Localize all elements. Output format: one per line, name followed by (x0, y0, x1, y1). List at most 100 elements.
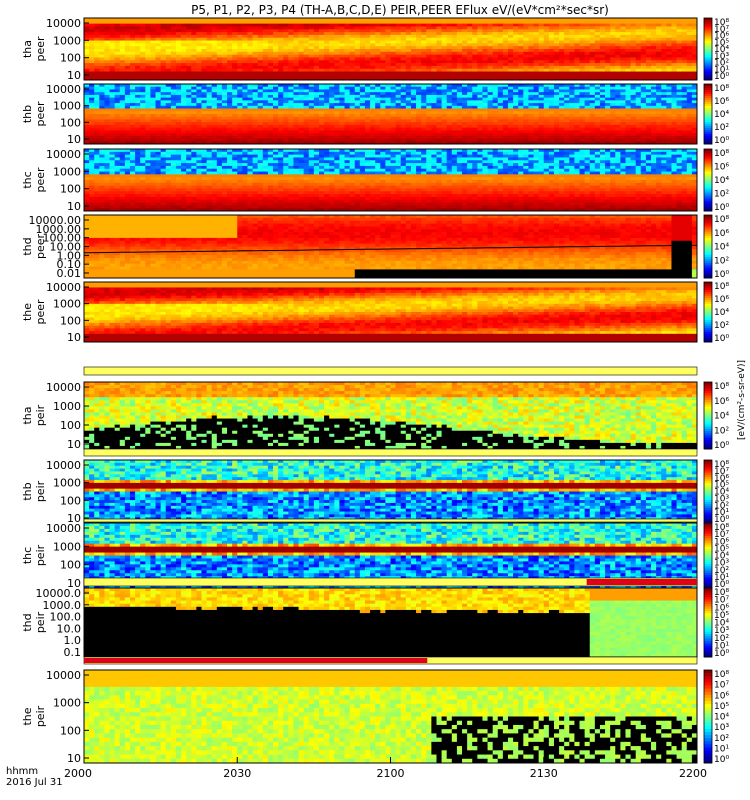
heatmap-cell (488, 128, 494, 131)
heatmap-cell (268, 29, 274, 32)
heatmap-cell (288, 119, 294, 122)
heatmap-cell (610, 29, 616, 32)
heatmap-cell (125, 119, 131, 122)
heatmap-cell (682, 24, 688, 27)
heatmap-cell (661, 38, 667, 41)
heatmap-cell (677, 130, 683, 133)
heatmap-cell (513, 63, 519, 66)
heatmap-cell (186, 29, 192, 32)
heatmap-cell (166, 69, 172, 72)
heatmap-cell (518, 133, 524, 136)
heatmap-cell (610, 32, 616, 35)
heatmap-cell (636, 43, 642, 46)
heatmap-cell (615, 74, 621, 77)
heatmap-cell (258, 72, 264, 75)
heatmap-cell (554, 38, 560, 41)
heatmap-cell (288, 26, 294, 29)
heatmap-cell (161, 66, 167, 69)
heatmap-cell (89, 43, 95, 46)
heatmap-cell (135, 52, 141, 55)
heatmap-cell (355, 106, 361, 109)
heatmap-cell (345, 69, 351, 72)
heatmap-cell (150, 35, 156, 38)
heatmap-cell (263, 35, 269, 38)
heatmap-cell (263, 49, 269, 52)
heatmap-cell (493, 29, 499, 32)
heatmap-cell (416, 87, 422, 90)
heatmap-cell (671, 57, 677, 60)
heatmap-cell (605, 26, 611, 29)
heatmap-cell (585, 106, 591, 109)
heatmap-cell (646, 98, 652, 101)
heatmap-cell (677, 114, 683, 117)
heatmap-cell (554, 128, 560, 131)
heatmap-cell (472, 38, 478, 41)
heatmap-cell (488, 100, 494, 103)
heatmap-cell (544, 122, 550, 125)
heatmap-cell (130, 32, 136, 35)
heatmap-cell (263, 128, 269, 131)
heatmap-cell (258, 35, 264, 38)
heatmap-cell (482, 69, 488, 72)
heatmap-cell (482, 130, 488, 133)
heatmap-cell (600, 74, 606, 77)
heatmap-cell (334, 111, 340, 114)
heatmap-cell (687, 49, 693, 52)
heatmap-cell (651, 60, 657, 63)
heatmap-cell (329, 49, 335, 52)
heatmap-cell (436, 87, 442, 90)
heatmap-cell (135, 100, 141, 103)
heatmap-cell (569, 87, 575, 90)
heatmap-cell (518, 55, 524, 58)
heatmap-cell (564, 60, 570, 63)
heatmap-cell (534, 72, 540, 75)
heatmap-cell (559, 69, 565, 72)
heatmap-cell (222, 98, 228, 101)
heatmap-cell (242, 95, 248, 98)
heatmap-cell (625, 119, 631, 122)
heatmap-cell (319, 98, 325, 101)
heatmap-cell (207, 89, 213, 92)
heatmap-cell (431, 87, 437, 90)
heatmap-cell (631, 92, 637, 95)
heatmap-cell (436, 57, 442, 60)
heatmap-cell (212, 60, 218, 63)
heatmap-cell (125, 21, 131, 24)
heatmap-cell (391, 57, 397, 60)
heatmap-cell (130, 125, 136, 128)
heatmap-cell (247, 111, 253, 114)
heatmap-cell (559, 92, 565, 95)
heatmap-cell (196, 26, 202, 29)
heatmap-cell (120, 35, 126, 38)
heatmap-cell (508, 21, 514, 24)
heatmap-cell (283, 52, 289, 55)
heatmap-cell (365, 95, 371, 98)
heatmap-cell (590, 38, 596, 41)
heatmap-cell (191, 130, 197, 133)
heatmap-cell (324, 98, 330, 101)
heatmap-cell (610, 117, 616, 120)
heatmap-cell (89, 122, 95, 125)
heatmap-cell (385, 111, 391, 114)
heatmap-cell (242, 74, 248, 77)
heatmap-cell (304, 57, 310, 60)
heatmap-cell (426, 57, 432, 60)
heatmap-cell (508, 29, 514, 32)
heatmap-cell (339, 32, 345, 35)
heatmap-cell (94, 74, 100, 77)
heatmap-cell (227, 63, 233, 66)
heatmap-cell (559, 43, 565, 46)
heatmap-cell (273, 69, 279, 72)
heatmap-cell (350, 52, 356, 55)
heatmap-cell (130, 92, 136, 95)
heatmap-cell (620, 24, 626, 27)
heatmap-cell (426, 133, 432, 136)
heatmap-cell (345, 72, 351, 75)
heatmap-cell (493, 66, 499, 69)
heatmap-cell (493, 35, 499, 38)
heatmap-cell (539, 133, 545, 136)
heatmap-cell (421, 87, 427, 90)
heatmap-cell (242, 29, 248, 32)
heatmap-cell (641, 57, 647, 60)
heatmap-cell (625, 100, 631, 103)
